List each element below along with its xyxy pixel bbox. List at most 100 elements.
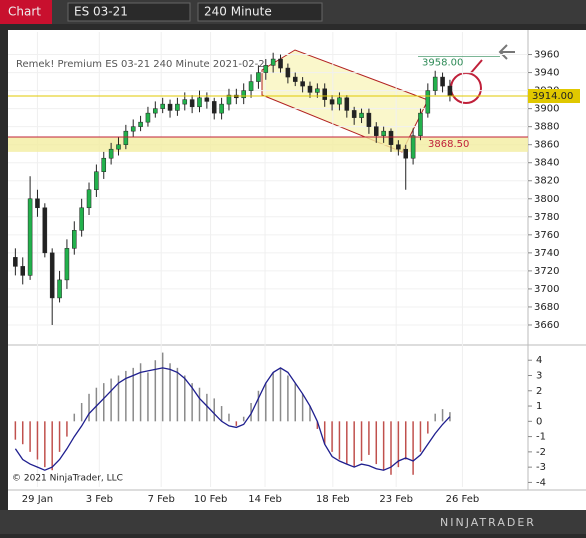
x-tick-label: 10 Feb xyxy=(194,494,228,505)
candle-body xyxy=(248,81,254,91)
candle-body xyxy=(226,94,232,105)
y-tick-label: -1 xyxy=(536,432,546,443)
candle-body xyxy=(278,58,283,69)
y-tick-label: 3740 xyxy=(534,248,559,259)
interval-box[interactable] xyxy=(197,2,323,22)
y-tick-label: 3820 xyxy=(534,176,559,187)
candle-body xyxy=(292,76,298,82)
interval[interactable]: 240 Minute xyxy=(204,5,272,19)
candle-body xyxy=(359,112,364,118)
y-tick-label: 4 xyxy=(536,355,542,366)
candle-body xyxy=(366,112,372,127)
y-tick-label: 3880 xyxy=(534,122,559,133)
x-tick-label: 26 Feb xyxy=(446,494,480,505)
candle-body xyxy=(204,97,210,102)
candle-body xyxy=(322,88,327,100)
candle-body xyxy=(175,103,180,111)
candle-body xyxy=(27,198,33,276)
chart-title: Remek! Premium ES 03-21 240 Minute 2021-… xyxy=(16,59,265,70)
candle-body xyxy=(182,99,188,105)
arrow-drawing xyxy=(498,44,515,60)
candle-body xyxy=(101,157,107,172)
candle-body xyxy=(440,76,445,87)
candle-body xyxy=(373,126,379,136)
candle-body xyxy=(94,171,99,191)
price-marker xyxy=(528,89,580,104)
candle-body xyxy=(79,207,84,231)
candle-body xyxy=(388,130,394,145)
candle-body xyxy=(145,112,151,123)
candle-body xyxy=(241,90,246,99)
candle-body xyxy=(116,144,121,150)
level-label: 3958.00 xyxy=(422,57,463,68)
x-tick-label: 7 Feb xyxy=(148,494,175,505)
candle-body xyxy=(300,81,305,87)
y-tick-label: 3780 xyxy=(534,212,559,223)
y-tick-label: 0 xyxy=(536,416,542,427)
status-bar xyxy=(0,510,586,534)
y-tick-label: 3660 xyxy=(534,320,559,331)
y-tick-label: 3680 xyxy=(534,302,559,313)
candle-body xyxy=(337,97,342,105)
instrument-box[interactable] xyxy=(67,2,191,22)
x-tick-label: 14 Feb xyxy=(248,494,282,505)
candle-body xyxy=(396,144,401,150)
candle-body xyxy=(329,99,335,105)
copyright: © 2021 NinjaTrader, LLC xyxy=(12,474,123,484)
candle-body xyxy=(153,108,158,114)
y-tick-label: 3940 xyxy=(534,68,559,79)
y-tick-label: 3800 xyxy=(534,194,559,205)
x-tick-label: 18 Feb xyxy=(316,494,350,505)
y-tick-label: 3840 xyxy=(534,158,559,169)
candle-body xyxy=(344,97,350,111)
chart-area xyxy=(8,30,586,510)
candle-body xyxy=(20,266,26,276)
candle-body xyxy=(189,99,195,108)
chart-tab[interactable] xyxy=(0,0,52,24)
price-marker-label: 3914.00 xyxy=(532,91,573,102)
candle-body xyxy=(270,58,276,66)
candle-body xyxy=(108,148,114,159)
candle-body xyxy=(123,130,129,145)
candle-body xyxy=(307,85,313,93)
candle-body xyxy=(13,257,18,267)
x-tick-label: 23 Feb xyxy=(379,494,413,505)
arrow-drawing xyxy=(469,59,483,75)
candle-body xyxy=(410,135,416,159)
candle-body xyxy=(315,88,320,93)
candle-body xyxy=(285,67,291,78)
candle-body xyxy=(138,121,143,127)
brand: NINJATRADER xyxy=(440,516,536,529)
candle-body xyxy=(351,110,357,118)
y-tick-label: 1 xyxy=(536,401,542,412)
candle-body xyxy=(425,90,431,114)
level-label: 3868.50 xyxy=(428,139,469,150)
y-tick-label: -3 xyxy=(536,462,546,473)
candle-body xyxy=(64,248,70,281)
candle-body xyxy=(197,97,202,108)
y-tick-label: -4 xyxy=(536,477,546,488)
instrument[interactable]: ES 03-21 xyxy=(74,5,128,19)
oscillator-line xyxy=(14,367,451,471)
y-tick-label: -2 xyxy=(536,447,546,458)
candle-body xyxy=(42,207,48,254)
candle-body xyxy=(447,85,453,97)
candle-body xyxy=(432,76,438,91)
y-tick-label: 2 xyxy=(536,386,542,397)
candle-body xyxy=(57,279,62,299)
y-tick-label: 3720 xyxy=(534,266,559,277)
candle-body xyxy=(263,65,269,73)
candle-body xyxy=(35,198,40,209)
y-tick-label: 3960 xyxy=(534,50,559,61)
x-tick-label: 29 Jan xyxy=(22,494,53,505)
candle-body xyxy=(418,112,423,136)
candle-body xyxy=(211,101,217,114)
tab-title[interactable]: Chart xyxy=(8,5,41,19)
candle-body xyxy=(256,72,261,82)
y-tick-label: 3760 xyxy=(534,230,559,241)
candle-body xyxy=(219,103,224,114)
candle-body xyxy=(167,103,173,111)
y-tick-label: 3860 xyxy=(534,140,559,151)
